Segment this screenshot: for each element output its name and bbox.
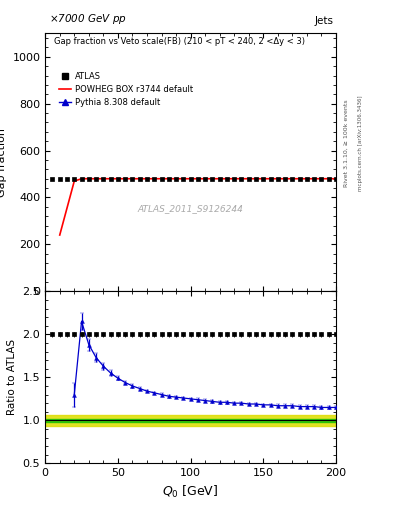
X-axis label: $Q_0$ [GeV]: $Q_0$ [GeV] xyxy=(162,484,219,500)
Text: Jets: Jets xyxy=(315,15,334,26)
Text: Rivet 3.1.10, ≥ 100k events: Rivet 3.1.10, ≥ 100k events xyxy=(344,99,349,187)
Text: Gap fraction vs Veto scale(FB) (210 < pT < 240, 2 <Δy < 3): Gap fraction vs Veto scale(FB) (210 < pT… xyxy=(54,37,305,46)
Legend: ATLAS, POWHEG BOX r3744 default, Pythia 8.308 default: ATLAS, POWHEG BOX r3744 default, Pythia … xyxy=(55,69,196,111)
Y-axis label: Gap fraction: Gap fraction xyxy=(0,128,7,197)
Text: $\times$7000 GeV pp: $\times$7000 GeV pp xyxy=(49,12,127,26)
Text: ATLAS_2011_S9126244: ATLAS_2011_S9126244 xyxy=(138,204,244,214)
Text: mcplots.cern.ch [arXiv:1306.3436]: mcplots.cern.ch [arXiv:1306.3436] xyxy=(358,96,363,191)
Y-axis label: Ratio to ATLAS: Ratio to ATLAS xyxy=(7,339,17,415)
